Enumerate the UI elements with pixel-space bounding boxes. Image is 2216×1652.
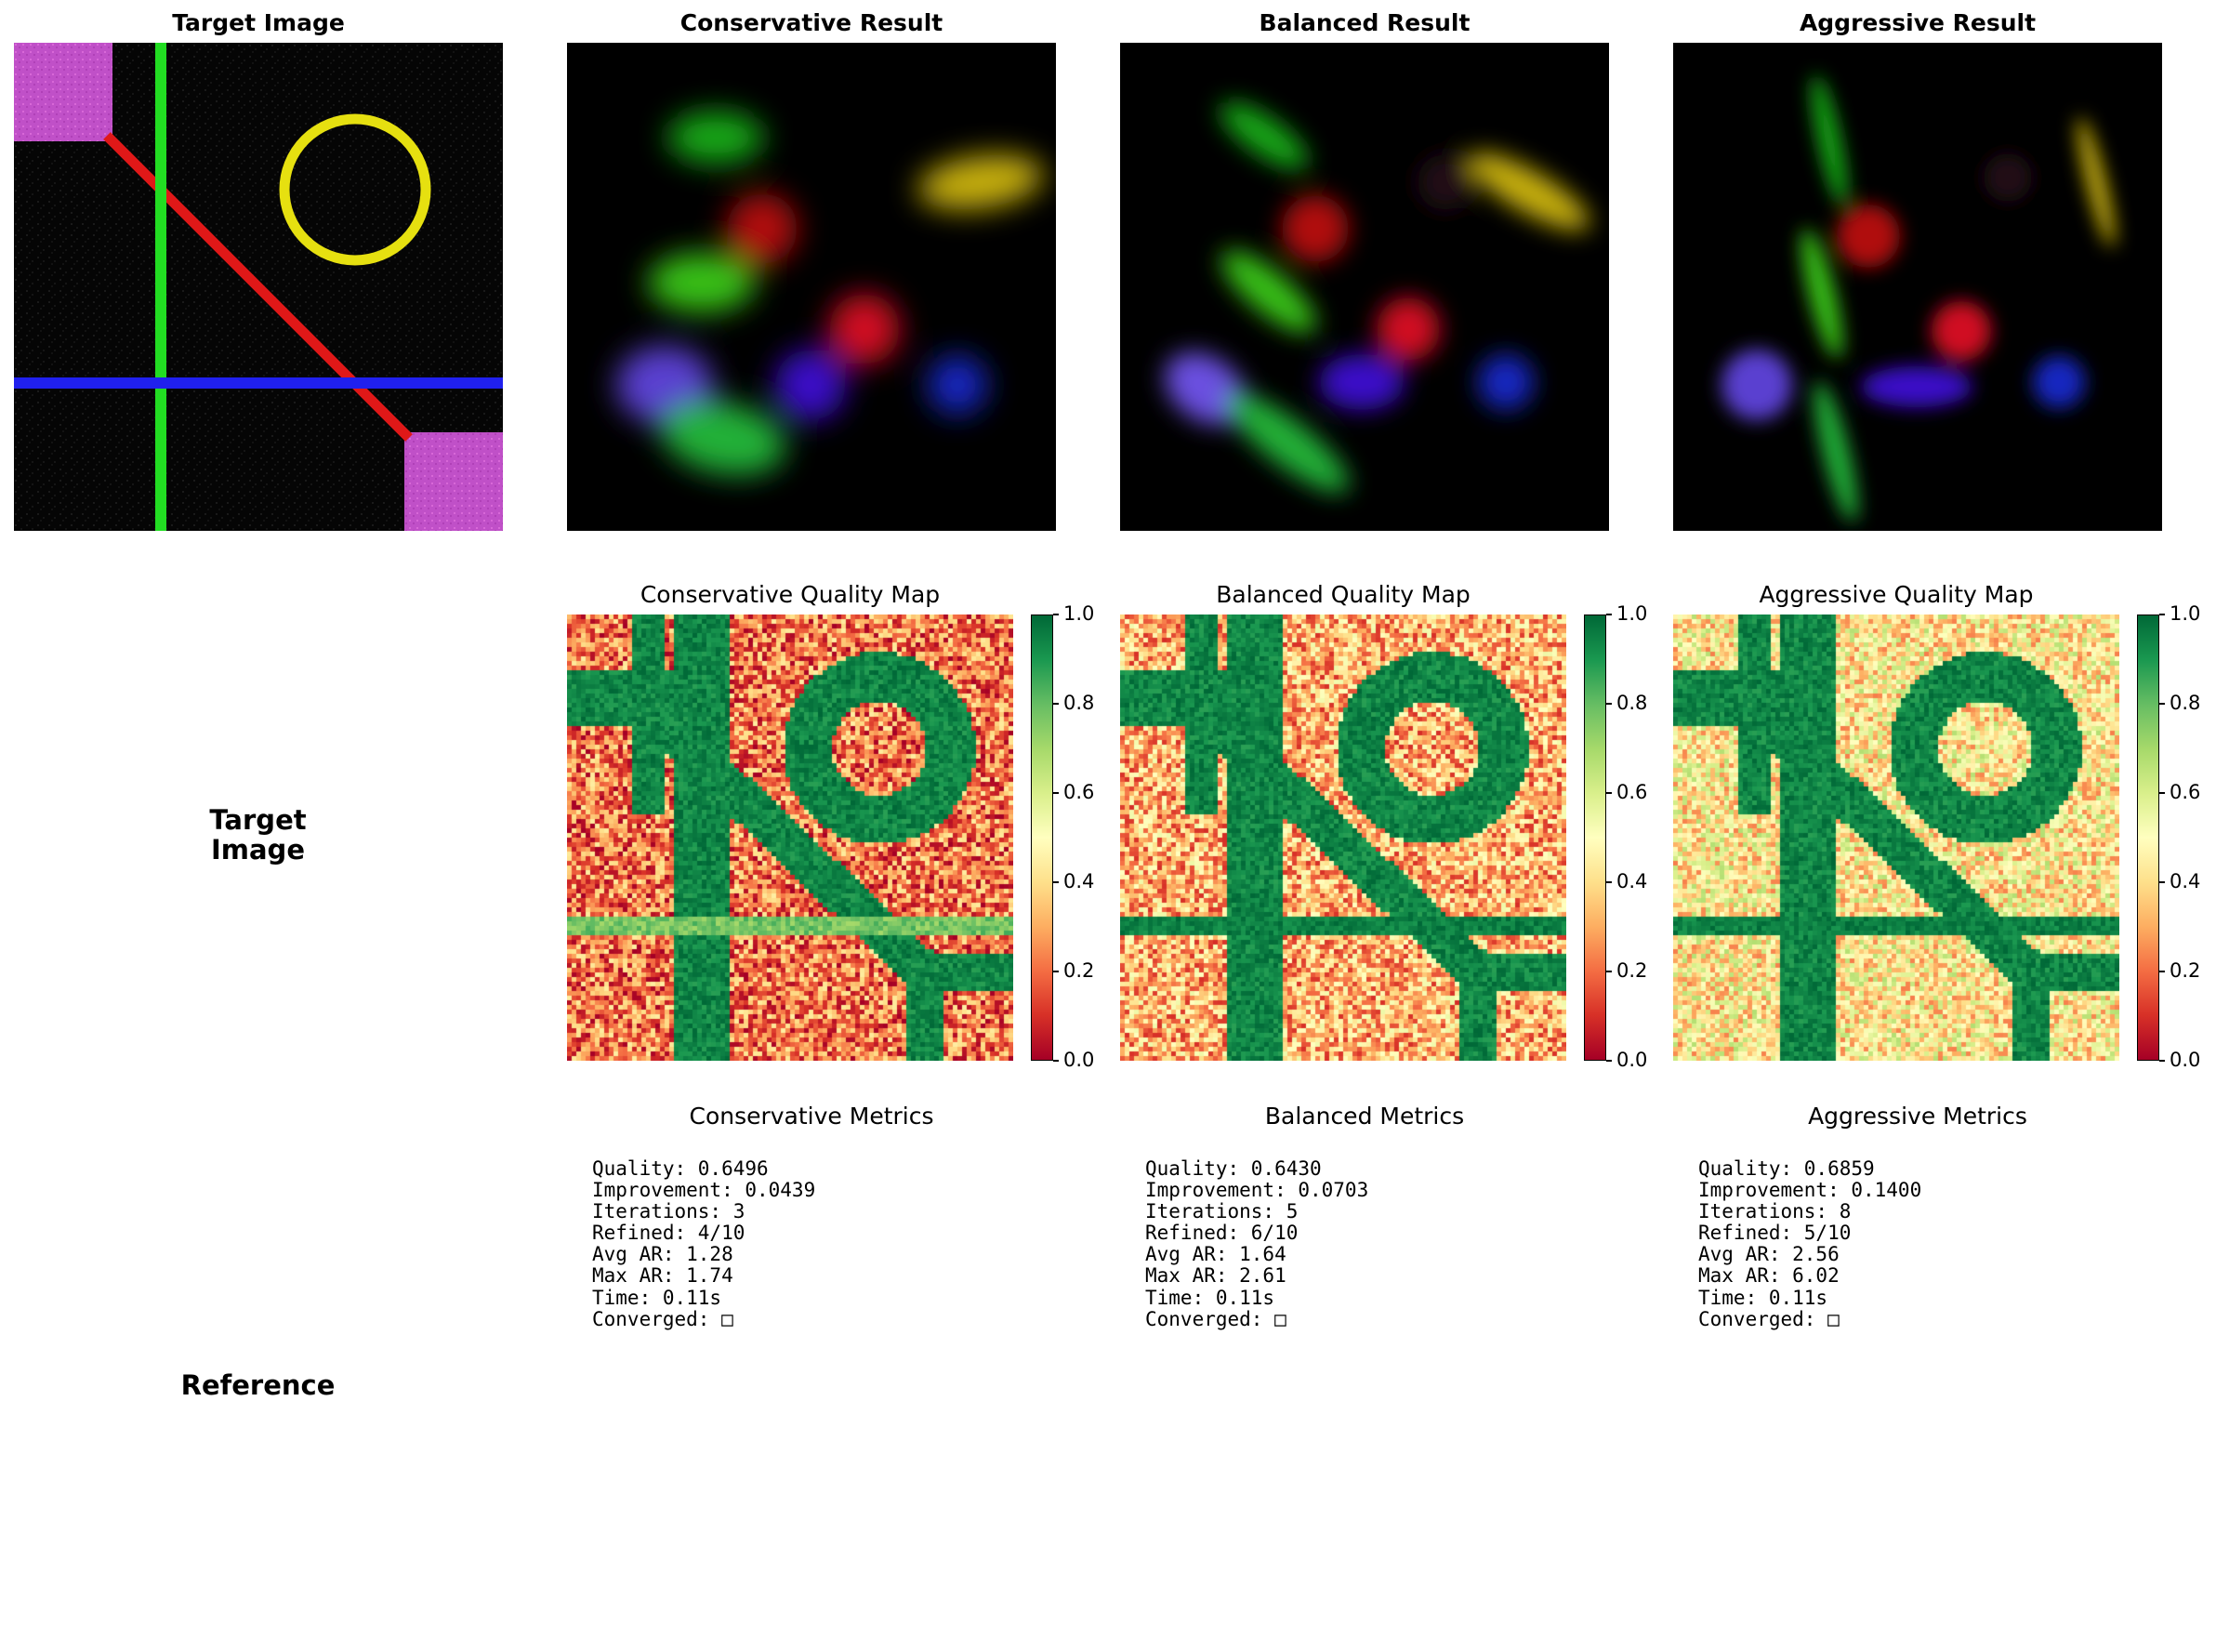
row-label-reference: Reference: [180, 1369, 336, 1401]
target-image-title: Target Image: [172, 9, 345, 36]
aggressive-quality-map-title: Aggressive Quality Map: [1759, 581, 2034, 608]
colorbar-tick: [1606, 881, 1612, 883]
colorbar-tick: [2159, 971, 2165, 972]
colorbar-tick-label: 0.2: [1616, 959, 1648, 982]
colorbar-tick: [1053, 971, 1059, 972]
colorbar-tick-label: 0.8: [2170, 692, 2201, 714]
colorbar-tick-label: 0.4: [1063, 870, 1095, 892]
colorbar-tick: [2159, 881, 2165, 883]
colorbar-tick-label: 0.6: [1616, 781, 1648, 803]
colorbar-tick-label: 0.6: [2170, 781, 2201, 803]
aggressive-result-image: [1673, 43, 2162, 531]
aggressive-metrics-title: Aggressive Metrics: [1808, 1103, 2027, 1130]
colorbar-tick-label: 0.0: [1063, 1049, 1095, 1071]
conservative-metrics-text: Quality: 0.6496 Improvement: 0.0439 Iter…: [592, 1157, 816, 1330]
colorbar-tick: [1053, 1060, 1059, 1062]
row-label-target-image: Target Image: [209, 804, 307, 866]
colorbar-tick-label: 0.6: [1063, 781, 1095, 803]
aggressive-colorbar: 1.0 0.8 0.6 0.4 0.2 0.0: [2137, 602, 2200, 1071]
balanced-result-image: [1120, 43, 1609, 531]
colorbar-gradient: [2137, 615, 2159, 1061]
colorbar-tick-label: 0.0: [1616, 1049, 1648, 1071]
balanced-quality-map: [1120, 615, 1566, 1061]
colorbar-tick: [1606, 1060, 1612, 1062]
colorbar-tick: [1053, 703, 1059, 705]
colorbar-tick-label: 0.0: [2170, 1049, 2201, 1071]
colorbar-tick-label: 0.2: [2170, 959, 2201, 982]
quality-map-canvas: [1120, 615, 1566, 1061]
balanced-metrics-title: Balanced Metrics: [1264, 1103, 1465, 1130]
colorbar-tick-label: 0.2: [1063, 959, 1095, 982]
colorbar-tick-label: 1.0: [2170, 602, 2201, 625]
conservative-metrics-title: Conservative Metrics: [689, 1103, 934, 1130]
colorbar-tick-label: 0.4: [2170, 870, 2201, 892]
colorbar-tick: [1606, 971, 1612, 972]
conservative-result-title: Conservative Result: [679, 9, 943, 36]
balanced-metrics-text: Quality: 0.6430 Improvement: 0.0703 Iter…: [1145, 1157, 1369, 1330]
balanced-quality-map-title: Balanced Quality Map: [1216, 581, 1471, 608]
colorbar-tick: [1053, 792, 1059, 794]
target-image: [14, 43, 503, 531]
colorbar-tick-label: 1.0: [1063, 602, 1095, 625]
conservative-quality-map: [567, 615, 1013, 1061]
colorbar-tick: [1606, 792, 1612, 794]
colorbar-tick: [1606, 614, 1612, 615]
aggressive-quality-map: [1673, 615, 2119, 1061]
colorbar-tick-label: 0.8: [1063, 692, 1095, 714]
colorbar-gradient: [1584, 615, 1606, 1061]
balanced-result-title: Balanced Result: [1259, 9, 1471, 36]
conservative-quality-map-title: Conservative Quality Map: [640, 581, 941, 608]
colorbar-tick: [1053, 881, 1059, 883]
aggressive-result-title: Aggressive Result: [1799, 9, 2037, 36]
quality-map-canvas: [567, 615, 1013, 1061]
balanced-colorbar: 1.0 0.8 0.6 0.4 0.2 0.0: [1584, 602, 1647, 1071]
aggressive-metrics-text: Quality: 0.6859 Improvement: 0.1400 Iter…: [1698, 1157, 1922, 1330]
colorbar-tick-label: 1.0: [1616, 602, 1648, 625]
colorbar-tick: [1606, 703, 1612, 705]
conservative-colorbar: 1.0 0.8 0.6 0.4 0.2 0.0: [1031, 602, 1094, 1071]
colorbar-tick: [2159, 703, 2165, 705]
colorbar-tick: [2159, 614, 2165, 615]
colorbar-tick: [1053, 614, 1059, 615]
colorbar-tick-label: 0.8: [1616, 692, 1648, 714]
conservative-result-image: [567, 43, 1056, 531]
colorbar-gradient: [1031, 615, 1053, 1061]
colorbar-tick: [2159, 1060, 2165, 1062]
colorbar-tick: [2159, 792, 2165, 794]
quality-map-canvas: [1673, 615, 2119, 1061]
colorbar-tick-label: 0.4: [1616, 870, 1648, 892]
